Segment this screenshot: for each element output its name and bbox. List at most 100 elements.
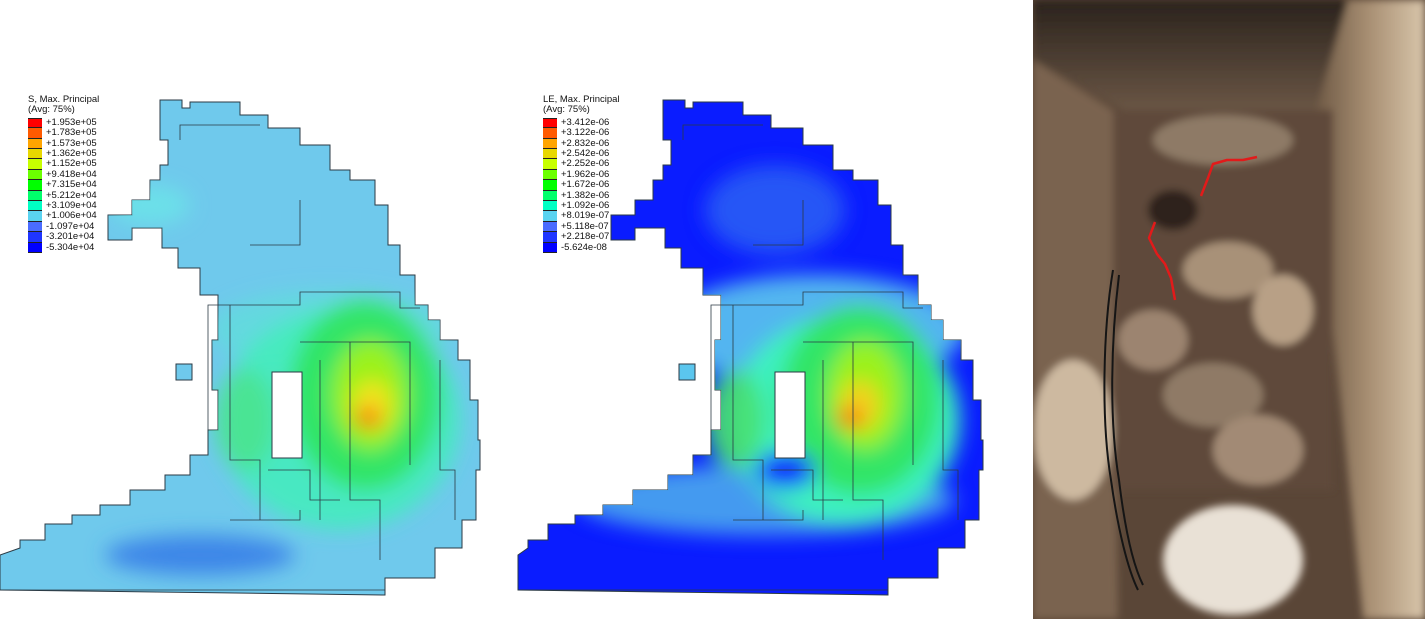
strain-legend-value: +2.218e-07 [561, 231, 610, 243]
strain-legend-value: +8.019e-07 [561, 210, 610, 222]
strain-legend-row: -5.624e-08 [543, 242, 620, 253]
stress-legend-title: S, Max. Principal [28, 94, 100, 105]
strain-legend-value: +1.382e-06 [561, 189, 610, 201]
stress-legend-swatch [28, 211, 42, 222]
strain-legend: LE, Max. Principal (Avg: 75%) +3.412e-06… [543, 94, 620, 253]
strain-legend-value: +5.118e-07 [561, 220, 609, 232]
strain-legend-value: +3.122e-06 [561, 127, 610, 139]
stress-legend-swatch [28, 190, 42, 201]
photo-bottom-rock [1163, 505, 1303, 615]
stress-model-render [0, 99, 481, 596]
stress-legend-swatch [28, 169, 42, 181]
photo-stone-upper [1183, 242, 1273, 298]
strain-legend-title: LE, Max. Principal [543, 94, 620, 105]
stress-legend-row: +1.152e+05 [28, 158, 99, 170]
stress-legend-row: -5.304e+04 [28, 241, 99, 253]
stress-legend-swatch [28, 200, 42, 212]
strain-legend-swatch [543, 159, 557, 170]
stress-legend: S, Max. Principal (Avg: 75%) +1.953e+05 +… [28, 94, 100, 253]
stress-legend-value: +5.212e+04 [46, 189, 97, 201]
photo-stone-mid-left [1118, 310, 1188, 370]
chamber-photo-image [1033, 0, 1425, 619]
stress-legend-swatch [28, 117, 42, 129]
stress-zone-base-low [105, 535, 295, 575]
photo-left-boulder [1033, 360, 1113, 500]
strain-mesh-edges [518, 124, 959, 591]
strain-legend-value: +2.252e-06 [561, 158, 610, 170]
stress-legend-row: +1.573e+05 [28, 138, 99, 149]
strain-legend-swatch [543, 232, 557, 243]
stress-legend-value: -5.304e+04 [46, 241, 95, 253]
photo-ceiling [1033, 0, 1363, 110]
strain-legend-subtitle: (Avg: 75%) [543, 104, 590, 116]
stress-contour-panel: S, Max. Principal (Avg: 75%) +1.953e+05 +… [0, 0, 520, 619]
strain-legend-row: +2.832e-06 [543, 138, 620, 149]
stress-legend-value: +1.006e+04 [46, 210, 97, 222]
strain-legend-swatch [543, 169, 557, 181]
strain-legend-value: +1.962e-06 [561, 168, 610, 180]
stress-legend-row: +1.783e+05 [28, 127, 99, 139]
strain-legend-row: +3.412e-06 [543, 116, 620, 129]
stress-legend-swatch [28, 148, 42, 160]
stress-legend-value: +7.315e+04 [46, 179, 97, 191]
stress-detached-block [175, 363, 193, 381]
photo-ceiling-light [1153, 115, 1293, 165]
strain-legend-row: +1.092e-06 [543, 199, 620, 212]
strain-legend-swatch [543, 200, 557, 212]
stress-legend-value: +1.362e+05 [46, 147, 97, 159]
strain-model-render [517, 99, 984, 596]
strain-legend-swatch [543, 138, 557, 149]
strain-legend-row: +1.382e-06 [543, 189, 620, 201]
photo-cable [1103, 269, 1144, 591]
stress-mesh-edges [0, 124, 456, 591]
stress-legend-row: +1.006e+04 [28, 210, 99, 222]
strain-legend-swatch [543, 128, 557, 139]
photo-stone-lower [1213, 415, 1303, 485]
stress-legend-value: -3.201e+04 [46, 231, 95, 243]
stress-legend-row: -1.097e+04 [28, 220, 99, 233]
photo-right-wall [1313, 0, 1425, 619]
strain-legend-row: +2.218e-07 [543, 231, 620, 243]
stress-legend-swatch [28, 180, 42, 191]
stress-zone-green-left [215, 370, 275, 470]
strain-legend-swatch [543, 211, 557, 222]
strain-legend-row: +5.118e-07 [543, 220, 620, 233]
stress-legend-value: +3.109e+04 [46, 199, 97, 211]
strain-legend-row: +2.542e-06 [543, 148, 620, 160]
stress-legend-value: +1.953e+05 [46, 116, 97, 128]
strain-legend-value: +3.412e-06 [561, 116, 610, 128]
strain-legend-row: +2.252e-06 [543, 158, 620, 170]
strain-legend-swatch [543, 148, 557, 160]
strain-legend-row: +1.672e-06 [543, 179, 620, 191]
strain-legend-value: +1.092e-06 [561, 199, 610, 211]
strain-contour-panel: LE, Max. Principal (Avg: 75%) +3.412e-06… [515, 0, 1035, 619]
strain-legend-row: +8.019e-07 [543, 210, 620, 222]
stress-legend-swatch [28, 138, 42, 149]
strain-zone-hot-spot [838, 409, 862, 427]
photo-stone-mid-right [1253, 275, 1313, 345]
stress-legend-row: +5.212e+04 [28, 189, 99, 201]
stress-legend-row: +3.109e+04 [28, 199, 99, 212]
strain-legend-swatch [543, 117, 557, 129]
stress-zone-top-cyan [110, 185, 190, 225]
chamber-photo [1033, 0, 1425, 619]
strain-legend-swatch [543, 221, 557, 233]
stress-legend-swatch [28, 128, 42, 139]
strain-zone-top-mid [705, 165, 845, 255]
stress-legend-value: +1.783e+05 [46, 127, 97, 139]
stress-legend-row: -3.201e+04 [28, 231, 99, 243]
stress-legend-row: +1.362e+05 [28, 147, 99, 160]
strain-legend-swatch [543, 180, 557, 191]
stress-legend-value: -1.097e+04 [46, 220, 95, 232]
strain-legend-swatch [543, 190, 557, 201]
photo-stone-center [1163, 363, 1263, 427]
stress-legend-swatch [28, 221, 42, 233]
stress-zone-hot-spot [356, 409, 380, 427]
strain-legend-rows: +3.412e-06 +3.122e-06 +2.832e-06 +2.542e-06… [543, 116, 620, 253]
stress-legend-row: +1.953e+05 [28, 116, 99, 129]
stress-legend-swatch [28, 242, 42, 253]
crack-line-lower [1147, 221, 1177, 301]
stress-legend-rows: +1.953e+05 +1.783e+05 +1.573e+05 +1.362e+05… [28, 116, 99, 253]
stress-opening [271, 371, 303, 459]
strain-legend-value: +1.672e-06 [561, 179, 610, 191]
